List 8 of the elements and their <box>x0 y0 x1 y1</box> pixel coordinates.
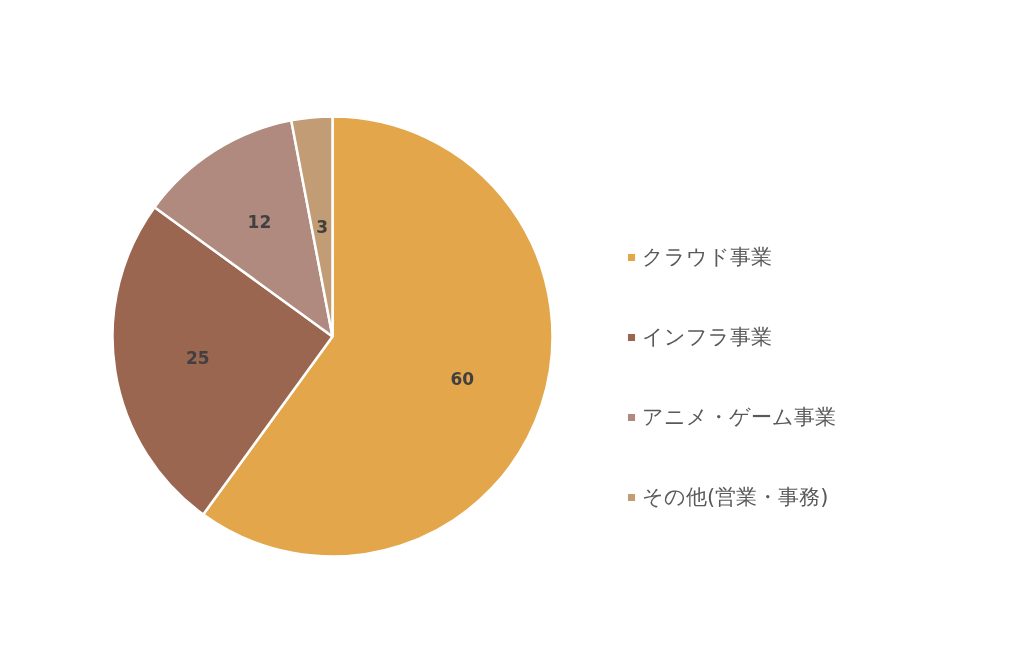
legend-label: アニメ・ゲーム事業 <box>642 404 836 431</box>
data-label: 25 <box>185 348 210 369</box>
data-label: 12 <box>247 211 272 232</box>
data-label: 3 <box>316 217 329 238</box>
legend-label: その他(営業・事務) <box>642 484 829 511</box>
legend-label: クラウド事業 <box>642 244 772 271</box>
data-label: 60 <box>450 369 475 390</box>
legend-label: インフラ事業 <box>642 324 772 351</box>
